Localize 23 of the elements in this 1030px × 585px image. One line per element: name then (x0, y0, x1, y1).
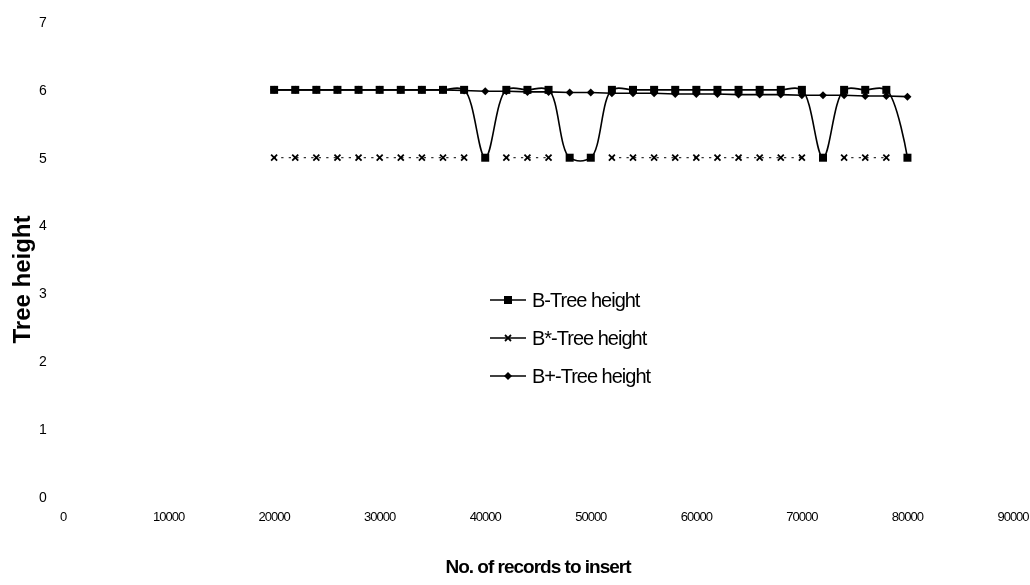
x-axis-title: No. of records to insert (445, 556, 633, 577)
x-tick-label: 90000 (997, 509, 1030, 524)
x-tick-label: 60000 (680, 509, 713, 524)
x-tick-label: 50000 (575, 509, 608, 524)
x-tick-label: 20000 (258, 509, 291, 524)
x-tick-label: 70000 (786, 509, 819, 524)
y-tick-label: 3 (39, 285, 48, 302)
legend-label: B*-Tree height (532, 327, 648, 349)
y-axis-title: Tree height (8, 215, 35, 344)
y-tick-label: 4 (39, 217, 48, 234)
y-tick-label: 2 (39, 353, 48, 370)
x-tick-label: 40000 (469, 509, 502, 524)
legend-label: B+-Tree height (532, 365, 652, 387)
x-tick-label: 80000 (891, 509, 924, 524)
y-tick-label: 5 (39, 149, 48, 166)
y-tick-label: 1 (39, 421, 48, 438)
x-tick-label: 30000 (364, 509, 397, 524)
legend-label: B-Tree height (532, 289, 641, 311)
y-tick-label: 7 (39, 13, 48, 30)
x-tick-label: 0 (59, 509, 67, 524)
y-tick-label: 6 (39, 81, 48, 98)
x-tick-label: 10000 (152, 509, 185, 524)
y-tick-label: 0 (39, 488, 48, 505)
